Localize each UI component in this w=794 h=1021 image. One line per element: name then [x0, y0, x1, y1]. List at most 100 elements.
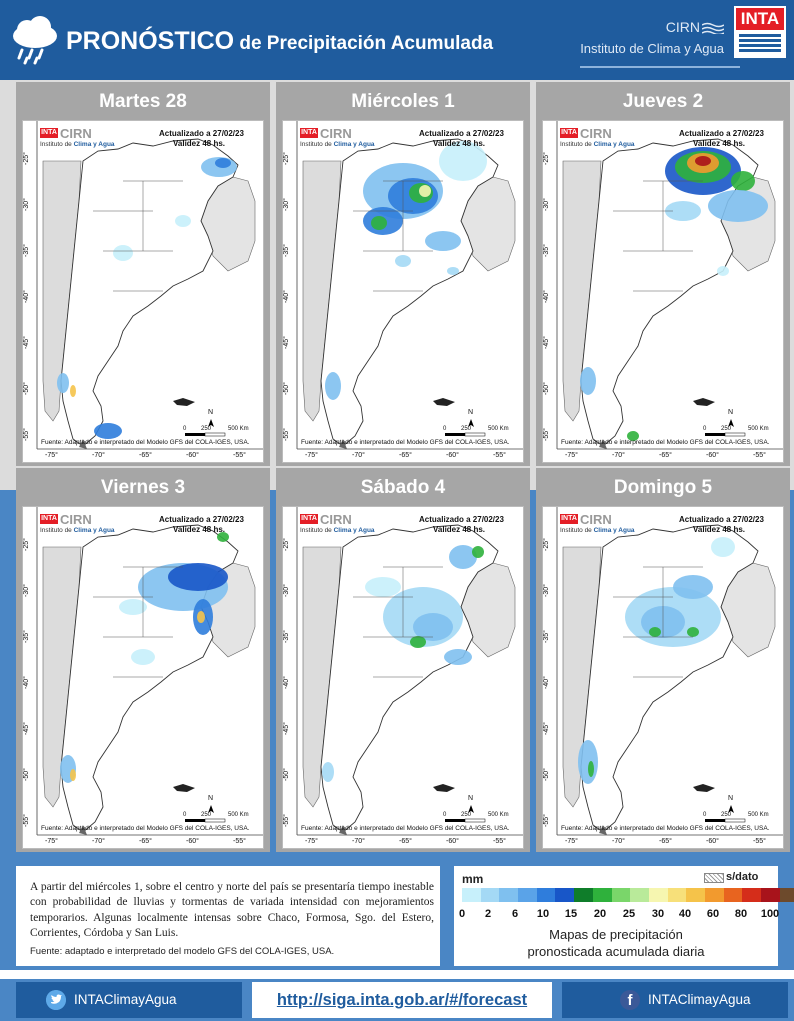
longitude-tick: -65°: [399, 838, 412, 845]
twitter-link[interactable]: INTAClimayAgua: [16, 982, 242, 1018]
map-source-label: Fuente: Adaptado e interpretado del Mode…: [561, 825, 770, 832]
rain-area: [695, 156, 711, 166]
longitude-tick: -65°: [139, 838, 152, 845]
rain-area: [325, 372, 341, 400]
mini-institute-prefix: Instituto de: [40, 141, 74, 148]
mini-institute-prefix: Instituto de: [300, 141, 334, 148]
latitude-tick: -30°: [283, 584, 290, 597]
latitude-tick: -40°: [543, 290, 550, 303]
mini-inta-logo: INTA: [40, 128, 58, 138]
mini-institute-prefix: Instituto de: [560, 141, 594, 148]
map-source-label: Fuente: Adaptado e interpretado del Mode…: [561, 439, 770, 446]
scale-0: 0: [703, 812, 707, 818]
rain-area: [439, 141, 487, 181]
latitude-tick: -55°: [23, 814, 30, 827]
north-arrow-label: N: [728, 409, 734, 416]
panel-day-label: Viernes 3: [100, 477, 186, 498]
legend-tick-label: 100: [760, 908, 780, 920]
brand-cirn: CIRN: [665, 19, 700, 35]
legend-swatch: [704, 888, 724, 902]
longitude-tick: -55°: [233, 838, 246, 845]
legend-caption-line1: Mapas de precipitación: [549, 927, 683, 942]
map-updated-label: Actualizado a 27/02/23: [159, 129, 244, 138]
longitude-tick: -75°: [45, 452, 58, 459]
latitude-tick: -50°: [283, 382, 290, 395]
latitude-tick: -45°: [543, 336, 550, 349]
legend-tick-label: 40: [678, 908, 692, 920]
rain-area: [371, 216, 387, 230]
description-text: A partir del miércoles 1, sobre el centr…: [30, 881, 434, 940]
precipitation-map: INTA CIRN Instituto de Clima y Agua Actu…: [22, 506, 264, 849]
rain-area: [665, 201, 701, 221]
longitude-tick: -55°: [493, 452, 506, 459]
mini-institute-prefix: Instituto de: [40, 527, 74, 534]
latitude-tick: -25°: [283, 152, 290, 165]
rain-area: [627, 431, 639, 441]
map-panel: Miércoles 1 INTA CIRN Instituto de Clima…: [276, 82, 530, 466]
legend-tick-label: 2: [484, 908, 492, 920]
longitude-tick: -75°: [305, 452, 318, 459]
inta-logo-stripes: [739, 34, 781, 54]
header-divider: [580, 66, 740, 68]
mini-cirn-logo: CIRN: [320, 126, 352, 141]
mini-cirn-logo: CIRN: [580, 126, 612, 141]
title-main: PRONÓSTICO: [66, 27, 235, 55]
legend-swatch: [536, 888, 556, 902]
legend-caption-line2: pronosticada acumulada diaria: [527, 944, 705, 959]
mini-cirn-logo: CIRN: [580, 512, 612, 527]
rain-area: [217, 532, 229, 542]
legend-swatch: [518, 888, 537, 902]
facebook-link[interactable]: f INTAClimayAgua: [562, 982, 788, 1018]
longitude-tick: -65°: [659, 838, 672, 845]
latitude-tick: -30°: [543, 198, 550, 211]
precipitation-map: INTA CIRN Instituto de Clima y Agua Actu…: [542, 120, 784, 463]
latitude-tick: -40°: [283, 676, 290, 689]
legend-swatch: [686, 888, 705, 902]
mini-institute-prefix: Instituto de: [300, 527, 334, 534]
latitude-tick: -40°: [23, 290, 30, 303]
rain-area: [175, 215, 191, 227]
latitude-tick: -30°: [543, 584, 550, 597]
header: PRONÓSTICO de Precipitación Acumulada CI…: [0, 0, 794, 80]
panel-day-label: Jueves 2: [622, 91, 704, 112]
longitude-tick: -60°: [186, 838, 199, 845]
mini-institute-highlight: Clima y Agua: [333, 141, 375, 148]
latitude-tick: -40°: [283, 290, 290, 303]
latitude-tick: -25°: [23, 152, 30, 165]
scale-250: 250: [721, 812, 732, 818]
north-arrow-label: N: [208, 795, 214, 802]
rain-area: [711, 537, 735, 557]
longitude-tick: -55°: [493, 838, 506, 845]
latitude-tick: -55°: [543, 814, 550, 827]
scale-500: 500 Km: [748, 812, 769, 818]
longitude-tick: -55°: [753, 838, 766, 845]
twitter-handle: INTAClimayAgua: [74, 992, 177, 1007]
latitude-tick: -25°: [23, 538, 30, 551]
rain-area: [731, 171, 755, 191]
forecast-url-link[interactable]: http://siga.inta.gob.ar/#/forecast: [252, 982, 552, 1018]
legend-swatch: [630, 888, 649, 902]
latitude-tick: -35°: [543, 244, 550, 257]
legend-no-data-swatch: [704, 873, 724, 883]
map-panel: Domingo 5 INTA CIRN Instituto de Clima y…: [536, 468, 790, 852]
inta-logo-text: INTA: [736, 8, 784, 30]
longitude-tick: -70°: [352, 452, 365, 459]
rain-area: [580, 367, 596, 395]
legend-swatch: [779, 888, 794, 902]
mini-institute-highlight: Clima y Agua: [593, 141, 635, 148]
north-arrow-label: N: [468, 409, 474, 416]
title-sub: de Precipitación Acumulada: [234, 33, 494, 54]
legend-tick-label: 6: [511, 908, 519, 920]
longitude-tick: -70°: [612, 838, 625, 845]
cirn-wave-icon: [702, 22, 724, 34]
legend-tick-label: 20: [593, 908, 607, 920]
scale-250: 250: [201, 426, 212, 432]
mini-institute-highlight: Clima y Agua: [73, 141, 115, 148]
legend-tick-label: 25: [622, 908, 636, 920]
mini-inta-logo: INTA: [40, 514, 58, 524]
longitude-tick: -70°: [92, 452, 105, 459]
longitude-tick: -75°: [565, 452, 578, 459]
longitude-tick: -55°: [233, 452, 246, 459]
latitude-tick: -40°: [23, 676, 30, 689]
legend-caption: Mapas de precipitación pronosticada acum…: [454, 926, 778, 960]
